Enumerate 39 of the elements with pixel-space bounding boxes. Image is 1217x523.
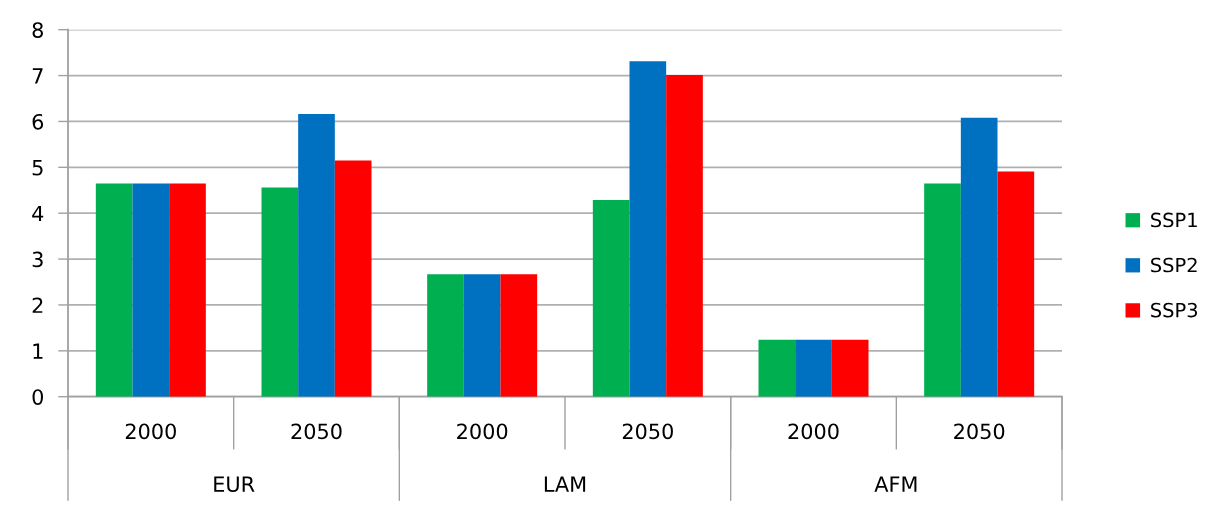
legend-label: SSP1: [1151, 212, 1197, 228]
y-tick-label: 7: [32, 68, 43, 84]
bar: [334, 160, 372, 397]
bar: [831, 339, 869, 397]
x-tick-label: 2000: [788, 423, 839, 440]
y-tick-label: 3: [32, 251, 43, 268]
y-tick-label: 4: [32, 205, 44, 222]
bar: [592, 199, 630, 397]
bar: [261, 187, 299, 397]
x-tick-label: 2000: [125, 423, 176, 440]
bar: [629, 61, 667, 397]
bar: [500, 274, 538, 397]
bar: [169, 183, 206, 397]
text: EUR: [214, 476, 255, 492]
y-tick-label: 8: [32, 22, 43, 38]
y-tick-label: 1: [33, 343, 43, 359]
bar: [758, 339, 796, 397]
bar: [95, 183, 133, 397]
bar: [997, 171, 1035, 397]
bar: [427, 274, 464, 397]
x-tick-label: 2000: [457, 423, 508, 440]
y-tick-label: 0: [32, 389, 44, 405]
bar: [463, 274, 501, 397]
x-tick-label: 2050: [954, 423, 1005, 440]
y-tick-label: 2: [32, 297, 43, 313]
bar: [666, 75, 703, 397]
y-tick-label: 6: [32, 113, 44, 130]
bar: [924, 183, 961, 397]
bar: [795, 339, 832, 397]
bar: [298, 114, 335, 397]
x-tick-label: 2050: [291, 423, 342, 440]
legend-label: SSP2: [1151, 257, 1197, 273]
bar: [960, 117, 998, 397]
y-tick-label: 5: [32, 160, 43, 176]
bar: [132, 183, 170, 397]
x-tick-label: 2050: [622, 423, 673, 440]
text: LAM: [544, 476, 586, 492]
text: AFM: [874, 476, 917, 492]
legend-label: SSP3: [1151, 302, 1198, 318]
